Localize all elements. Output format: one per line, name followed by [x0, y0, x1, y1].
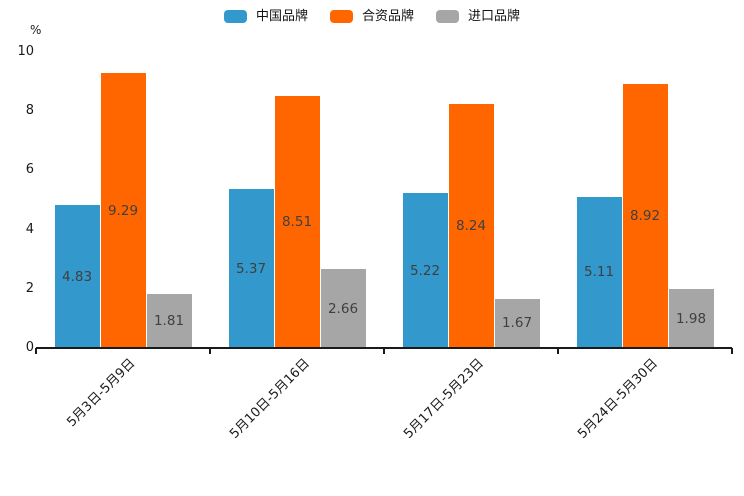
y-axis-tick-label: 0: [25, 340, 34, 355]
bar-中国品牌-2: [228, 189, 274, 348]
legend-swatch-icon: [329, 10, 353, 23]
x-axis-tick: [731, 348, 733, 354]
x-axis-category-label: 5月3日-5月9日: [64, 356, 139, 431]
bar-value-label: 1.98: [675, 310, 707, 327]
legend-swatch-icon: [223, 10, 247, 23]
x-axis-category-label: 5月17日-5月23日: [400, 356, 487, 442]
legend-swatch-icon: [436, 10, 459, 23]
legend-item-1[interactable]: 中国品牌: [223, 9, 308, 24]
bar-进口品牌-3: [494, 298, 540, 348]
y-axis-tick-label: 4: [25, 221, 34, 237]
bar-value-label: 1.81: [153, 313, 185, 330]
chart-legend: 中国品牌 合资品牌 进口品牌: [0, 10, 744, 23]
y-axis-tick-label: 8: [25, 103, 34, 119]
bar-合资品牌-1: [100, 73, 146, 348]
x-axis-category-label: 5月10日-5月16日: [226, 356, 313, 442]
x-axis-tick: [209, 348, 211, 354]
bar-合资品牌-3: [448, 104, 494, 348]
bar-合资品牌-2: [274, 96, 320, 348]
y-axis-tick-label: 6: [25, 162, 34, 178]
bar-value-label: 5.37: [235, 260, 267, 277]
legend-item-label: 进口品牌: [468, 9, 521, 24]
bar-中国品牌-4: [576, 196, 622, 348]
x-axis-category-label: 5月24日-5月30日: [574, 356, 661, 442]
legend-item-3[interactable]: 进口品牌: [436, 10, 520, 23]
y-axis-tick-label: 10: [17, 44, 34, 59]
x-axis-tick: [35, 348, 37, 354]
bar-value-label: 5.22: [409, 262, 441, 279]
x-axis-tick: [383, 348, 385, 354]
bar-value-label: 8.92: [629, 207, 661, 224]
bar-value-label: 8.51: [281, 214, 313, 231]
bar-合资品牌-4: [622, 83, 668, 348]
bar-value-label: 9.29: [107, 202, 139, 219]
bar-value-label: 5.11: [583, 264, 615, 281]
legend-item-label: 合资品牌: [361, 9, 414, 24]
bar-进口品牌-4: [668, 289, 714, 348]
y-axis-unit-label: %: [30, 23, 42, 37]
bar-中国品牌-3: [402, 193, 448, 348]
bar-进口品牌-2: [320, 269, 366, 348]
bar-value-label: 8.24: [455, 218, 487, 235]
bar-value-label: 4.83: [61, 268, 93, 285]
y-axis-tick-label: 2: [25, 280, 34, 296]
bar-value-label: 2.66: [327, 300, 359, 317]
legend-item-2[interactable]: 合资品牌: [329, 9, 414, 24]
bar-进口品牌-1: [146, 294, 192, 348]
bar-中国品牌-1: [54, 205, 100, 348]
bar-value-label: 1.67: [501, 315, 533, 332]
legend-item-label: 中国品牌: [255, 9, 308, 24]
x-axis-tick: [557, 348, 559, 354]
